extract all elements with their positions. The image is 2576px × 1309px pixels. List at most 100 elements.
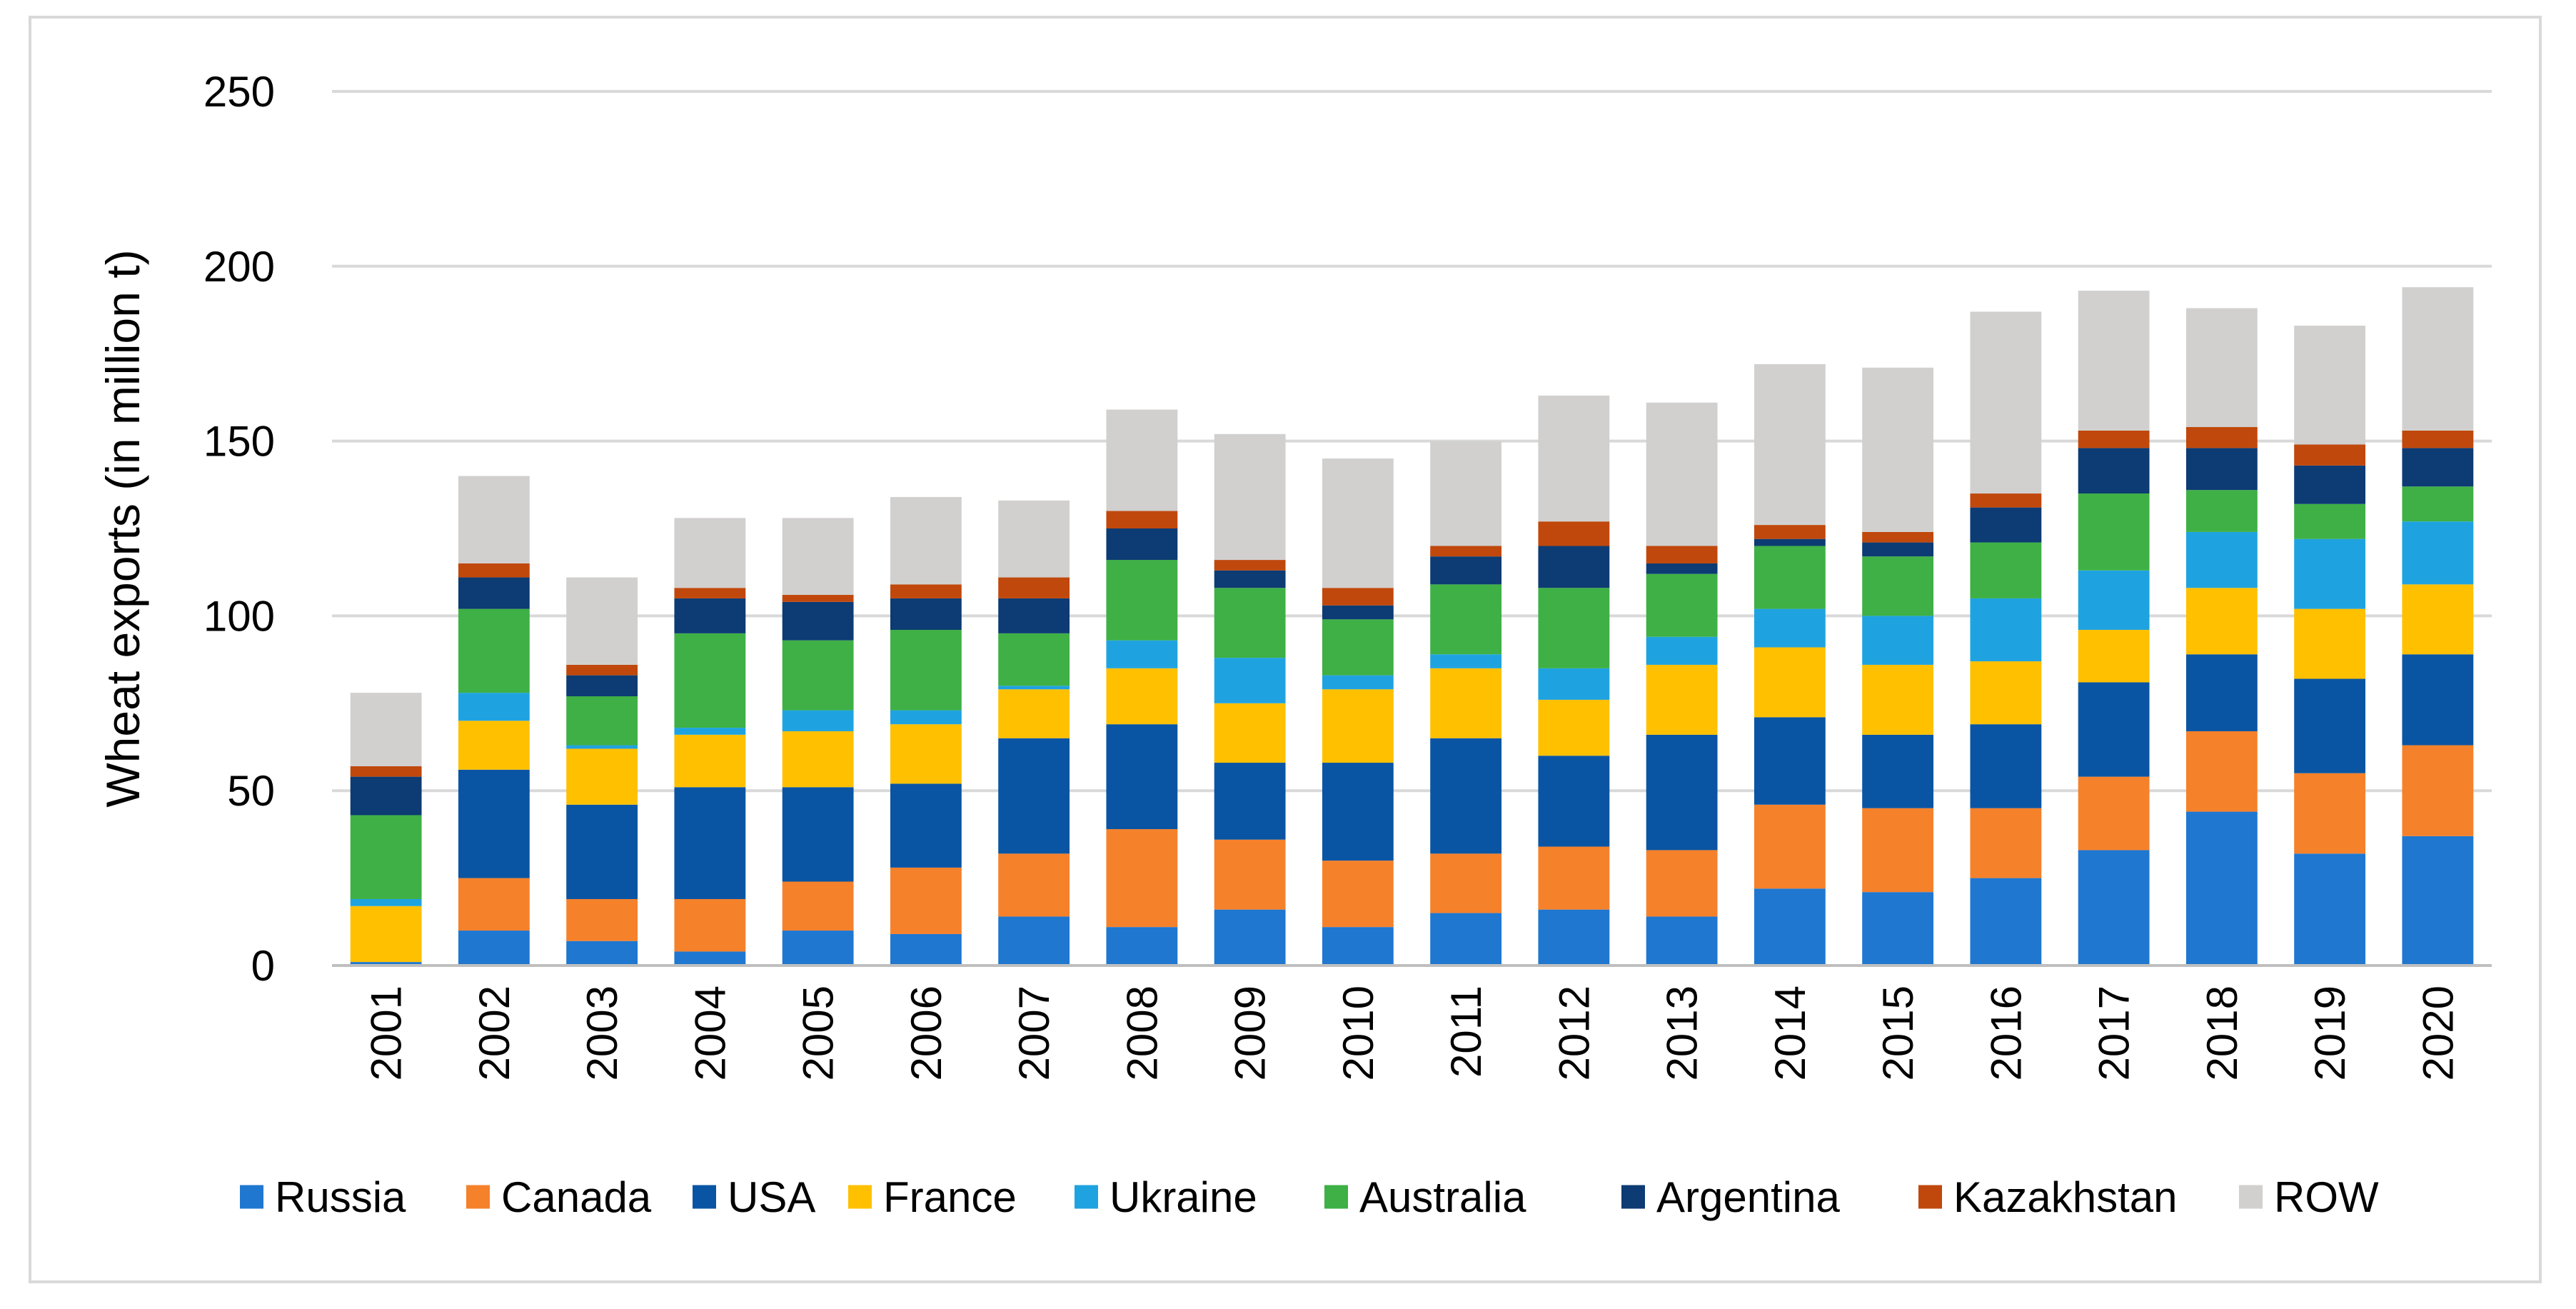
bar-segment-kazakhstan xyxy=(1538,521,1610,546)
bar-segment-argentina xyxy=(1106,528,1178,561)
legend-swatch-australia xyxy=(1324,1185,1348,1209)
bar-segment-france xyxy=(1754,647,1826,718)
legend-label-argentina: Argentina xyxy=(1656,1173,1840,1221)
bar-segment-russia xyxy=(782,931,854,966)
bar-segment-france xyxy=(2078,629,2150,683)
bar-segment-russia xyxy=(1862,892,1934,966)
bar-segment-kazakhstan xyxy=(458,563,530,578)
bar-segment-row xyxy=(1106,409,1178,511)
bar-segment-australia xyxy=(566,696,638,746)
bar-segment-france xyxy=(2185,588,2258,655)
bar-segment-row xyxy=(1214,433,1286,561)
bar-segment-russia xyxy=(2185,811,2258,966)
bar-segment-canada xyxy=(1754,804,1826,889)
bar-segment-usa xyxy=(1214,763,1286,840)
legend-label-canada: Canada xyxy=(501,1173,652,1221)
bar-segment-row xyxy=(1646,402,1718,546)
x-tick-label: 2020 xyxy=(2414,985,2462,1080)
bar-segment-kazakhstan xyxy=(1970,493,2042,508)
bar-segment-canada xyxy=(1862,808,1934,893)
bar-segment-usa xyxy=(1754,717,1826,805)
bar-segment-france xyxy=(1430,668,1502,738)
bar-segment-france xyxy=(2402,584,2474,655)
legend-label-france: France xyxy=(883,1173,1017,1221)
bar-segment-ukraine xyxy=(1646,636,1718,665)
bar-segment-argentina xyxy=(674,598,746,633)
y-tick-label: 150 xyxy=(203,418,275,466)
legend-label-russia: Russia xyxy=(275,1173,406,1221)
bar-segment-france xyxy=(2294,608,2366,679)
bar-segment-kazakhstan xyxy=(2078,430,2150,448)
y-tick-label: 250 xyxy=(203,68,275,116)
legend: Russia Canada USA France Ukraine Australia Arg… xyxy=(240,1173,2379,1221)
bar-segment-france xyxy=(458,721,530,770)
bar-segment-kazakhstan xyxy=(1754,525,1826,539)
bar-segment-argentina xyxy=(1322,605,1394,620)
x-tick-label: 2019 xyxy=(2306,985,2354,1080)
bar-segment-canada xyxy=(890,867,962,934)
bar-segment-russia xyxy=(458,931,530,966)
legend-label-kazakhstan: Kazakhstan xyxy=(1953,1173,2178,1221)
bar-segment-argentina xyxy=(1646,563,1718,574)
bar-segment-australia xyxy=(1214,588,1286,658)
bar-segment-russia xyxy=(998,916,1070,966)
bar-segment-argentina xyxy=(458,577,530,609)
bar-segment-usa xyxy=(674,787,746,899)
x-tick-label: 2004 xyxy=(686,985,734,1080)
bar-segment-ukraine xyxy=(2294,538,2366,609)
bar-segment-ukraine xyxy=(350,898,422,906)
bar-segment-canada xyxy=(2078,776,2150,851)
bar-segment-france xyxy=(1214,703,1286,763)
bar-segment-australia xyxy=(458,608,530,693)
x-tick-label: 2003 xyxy=(578,985,626,1080)
bar-segment-row xyxy=(2185,308,2258,428)
bar-segment-argentina xyxy=(782,601,854,641)
legend-label-australia: Australia xyxy=(1359,1173,1526,1221)
bar-segment-kazakhstan xyxy=(2294,444,2366,466)
bar-segment-australia xyxy=(2078,493,2150,571)
bar-segment-ukraine xyxy=(890,710,962,725)
bar-segment-kazakhstan xyxy=(782,595,854,602)
x-tick-label: 2015 xyxy=(1874,985,1922,1080)
x-tick-label: 2014 xyxy=(1766,985,1814,1080)
bar-segment-kazakhstan xyxy=(890,584,962,598)
bar-segment-russia xyxy=(674,951,746,966)
bar-segment-row xyxy=(2402,287,2474,431)
bar-segment-france xyxy=(782,731,854,788)
bar-segment-france xyxy=(1646,664,1718,735)
x-tick-label: 2017 xyxy=(2091,985,2138,1080)
bar-segment-france xyxy=(998,689,1070,738)
bar-segment-usa xyxy=(1322,763,1394,861)
bar-segment-canada xyxy=(1322,861,1394,928)
bar-segment-argentina xyxy=(2294,465,2366,504)
bar-segment-russia xyxy=(1754,888,1826,966)
bar-segment-kazakhstan xyxy=(2185,427,2258,448)
bar-segment-russia xyxy=(1538,909,1610,966)
bar-segment-australia xyxy=(1106,560,1178,641)
x-tick-label: 2018 xyxy=(2198,985,2246,1080)
x-tick-label: 2013 xyxy=(1659,985,1706,1080)
bar-segment-kazakhstan xyxy=(1214,560,1286,571)
bar-segment-usa xyxy=(458,769,530,878)
x-tick-label: 2010 xyxy=(1334,985,1382,1080)
bar-segment-ukraine xyxy=(1862,616,1934,665)
bar-segment-australia xyxy=(2185,490,2258,532)
bar-segment-argentina xyxy=(2078,448,2150,494)
bar-segment-argentina xyxy=(2402,448,2474,487)
bar-segment-canada xyxy=(1538,846,1610,910)
bar-segment-russia xyxy=(1430,913,1502,966)
bar-segment-russia xyxy=(1646,916,1718,966)
bar-segment-russia xyxy=(350,962,422,966)
bar-segment-row xyxy=(566,577,638,665)
bars xyxy=(350,287,2474,966)
axes: 0 50 100 150 200 250 2001 2002 2003 2004 2005 2006 2… xyxy=(203,68,2492,1080)
gridlines xyxy=(332,90,2492,793)
x-tick-label: 2009 xyxy=(1227,985,1274,1080)
bar-segment-argentina xyxy=(1214,570,1286,588)
bar-segment-australia xyxy=(1646,573,1718,637)
bar-segment-kazakhstan xyxy=(350,766,422,777)
bar-segment-row xyxy=(1862,367,1934,532)
bar-segment-australia xyxy=(890,629,962,711)
bar-segment-australia xyxy=(998,633,1070,686)
